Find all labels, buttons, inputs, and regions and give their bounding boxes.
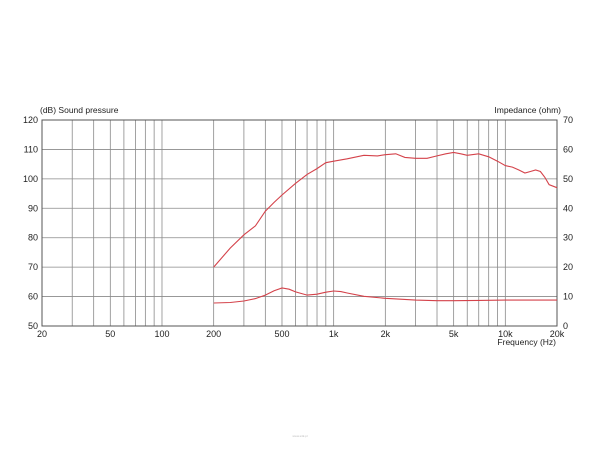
grid xyxy=(42,120,557,326)
x-tick-label: 50 xyxy=(105,329,115,339)
sound-pressure-curve xyxy=(213,151,558,268)
x-tick-labels: 20 50 100 200 500 1k 2k 5k 10k 20k xyxy=(37,329,565,339)
y-right-axis-label: Impedance (ohm) xyxy=(494,105,561,115)
y-left-tick-label: 120 xyxy=(23,115,38,125)
series xyxy=(213,151,558,304)
x-tick-label: 1k xyxy=(329,329,339,339)
y-left-tick-label: 50 xyxy=(28,321,38,331)
y-right-tick-labels: 70 60 50 40 30 20 10 0 xyxy=(563,115,573,331)
watermark-text: www.s4k.pl xyxy=(292,434,307,438)
y-left-tick-label: 60 xyxy=(28,292,38,302)
y-left-tick-label: 80 xyxy=(28,233,38,243)
y-left-tick-label: 90 xyxy=(28,203,38,213)
x-tick-label: 20k xyxy=(550,329,565,339)
y-right-tick-label: 0 xyxy=(563,321,568,331)
y-right-tick-label: 70 xyxy=(563,115,573,125)
x-tick-label: 20 xyxy=(37,329,47,339)
x-tick-label: 100 xyxy=(154,329,169,339)
y-right-tick-label: 40 xyxy=(563,203,573,213)
x-tick-label: 200 xyxy=(206,329,221,339)
x-tick-label: 500 xyxy=(274,329,289,339)
y-right-tick-label: 10 xyxy=(563,292,573,302)
plot-frame xyxy=(41,119,558,327)
x-tick-label: 2k xyxy=(381,329,391,339)
y-right-tick-label: 50 xyxy=(563,174,573,184)
y-left-tick-label: 110 xyxy=(24,144,38,154)
y-left-tick-label: 70 xyxy=(28,262,38,272)
y-left-tick-labels: 120 110 100 90 80 70 60 50 xyxy=(23,115,38,331)
y-right-tick-label: 30 xyxy=(563,233,573,243)
y-right-tick-label: 60 xyxy=(563,144,573,154)
y-left-axis-label: (dB) Sound pressure xyxy=(40,105,119,115)
x-tick-label: 5k xyxy=(449,329,459,339)
y-left-tick-label: 100 xyxy=(23,174,38,184)
y-right-tick-label: 20 xyxy=(563,262,573,272)
x-tick-label: 10k xyxy=(498,329,513,339)
impedance-curve xyxy=(213,287,557,304)
x-axis-label: Frequency (Hz) xyxy=(497,337,556,347)
